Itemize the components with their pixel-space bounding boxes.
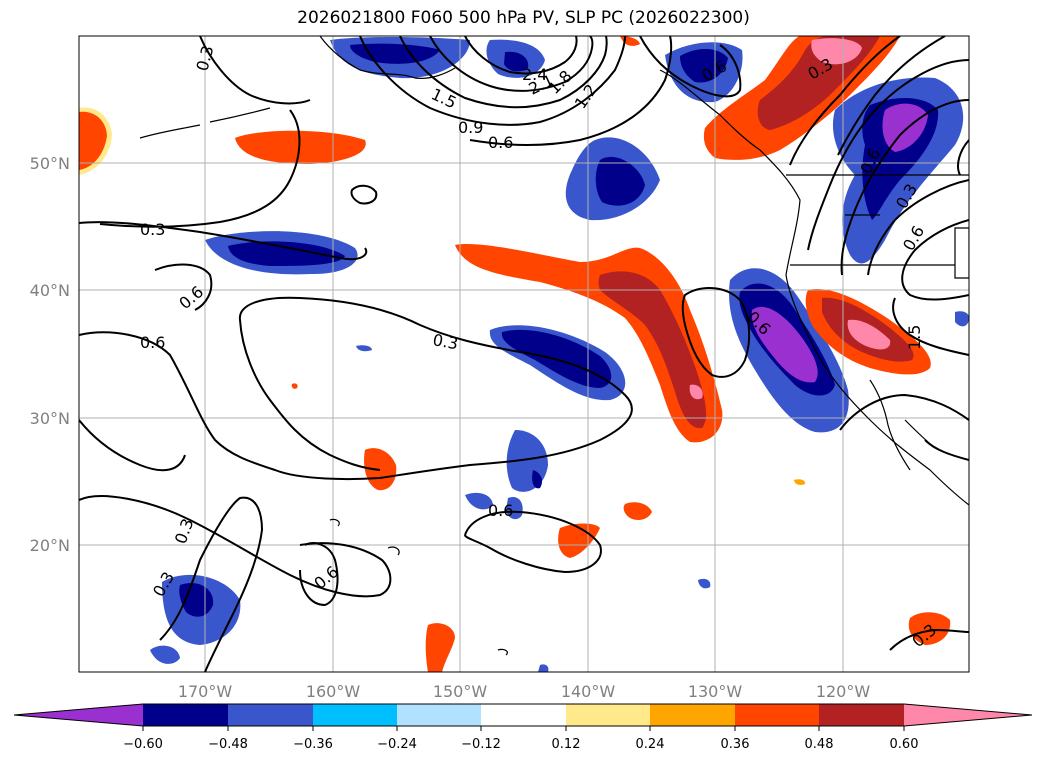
lon-label: 170°W	[178, 682, 233, 701]
colorbar-segment	[143, 704, 228, 726]
colorbar-segment	[819, 704, 904, 726]
colorbar-tick: 0.12	[552, 737, 581, 752]
colorbar-tick: −0.24	[377, 737, 417, 752]
colorbar: −0.60 −0.48 −0.36 −0.24 −0.12 0.12 0.24 …	[13, 703, 1033, 752]
lon-label: 130°W	[688, 682, 743, 701]
contour-label: 0.9	[458, 118, 483, 137]
contour-label: 2.4	[522, 65, 547, 84]
coastlines	[139, 36, 969, 656]
lat-label: 50°N	[30, 154, 70, 173]
colorbar-segment	[650, 704, 735, 726]
colorbar-segment	[735, 704, 819, 726]
colorbar-tick: 0.48	[805, 737, 834, 752]
lon-label: 140°W	[561, 682, 616, 701]
colorbar-segment	[566, 704, 650, 726]
pv-positive-areas	[79, 36, 951, 672]
contour-label: 0.3	[431, 330, 459, 353]
slp-contours	[79, 36, 969, 672]
colorbar-extend-left	[14, 704, 143, 726]
colorbar-tick: −0.60	[123, 737, 163, 752]
map-frame	[78, 35, 970, 673]
latitude-labels: 20°N 30°N 40°N 50°N	[30, 154, 70, 555]
colorbar-extend-right	[904, 704, 1032, 726]
contour-label: 0.6	[140, 333, 165, 352]
colorbar-tick: −0.48	[208, 737, 248, 752]
contour-label: 0.6	[488, 501, 513, 520]
lat-label: 40°N	[30, 281, 70, 300]
lon-label: 150°W	[433, 682, 488, 701]
colorbar-segment	[481, 704, 566, 726]
gridlines	[79, 36, 969, 672]
colorbar-tick: −0.12	[461, 737, 501, 752]
colorbar-segment	[228, 704, 313, 726]
map-title: 2026021800 F060 500 hPa PV, SLP PC (2026…	[297, 8, 750, 28]
longitude-labels: 170°W 160°W 150°W 140°W 130°W 120°W	[178, 682, 871, 701]
lon-label: 160°W	[306, 682, 361, 701]
colorbar-segment	[313, 704, 397, 726]
colorbar-tick: 0.36	[721, 737, 750, 752]
colorbar-tick: −0.36	[293, 737, 333, 752]
contour-label: 0.3	[140, 220, 165, 239]
colorbar-tick: 0.60	[890, 737, 919, 752]
colorbar-tick: 0.24	[636, 737, 665, 752]
colorbar-segment	[397, 704, 481, 726]
contour-label: 1.5	[905, 325, 924, 350]
contour-label: 0.6	[488, 133, 513, 152]
lon-label: 120°W	[816, 682, 871, 701]
lat-label: 30°N	[30, 409, 70, 428]
lat-label: 20°N	[30, 536, 70, 555]
